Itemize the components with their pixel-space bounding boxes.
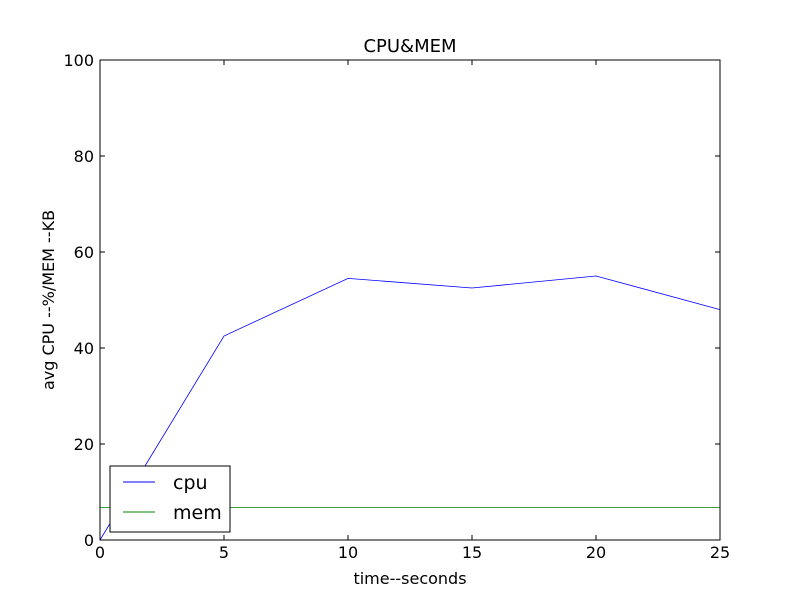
y-tick-label: 0	[84, 531, 94, 550]
legend-label-mem: mem	[173, 502, 222, 524]
x-tick-label: 20	[586, 543, 606, 562]
plot-frame	[99, 59, 721, 541]
y-axis-label: avg CPU --%/MEM --KB	[39, 210, 58, 390]
x-tick-label: 10	[338, 543, 358, 562]
legend-label-cpu: cpu	[173, 472, 208, 494]
axis-ticks: 0 5 10 15 20 25 0 20 40 60 80 100	[63, 51, 730, 562]
y-tick-label: 20	[74, 435, 94, 454]
x-tick-label: 25	[710, 543, 730, 562]
x-axis-label: time--seconds	[353, 569, 466, 588]
chart-title: CPU&MEM	[363, 36, 456, 57]
series-line-cpu	[99, 275, 721, 541]
y-tick-label: 100	[63, 51, 94, 70]
y-tick-label: 60	[74, 243, 94, 262]
x-tick-label: 0	[95, 543, 105, 562]
x-tick-label: 15	[462, 543, 482, 562]
x-tick-label: 5	[219, 543, 229, 562]
y-tick-label: 80	[74, 147, 94, 166]
y-tick-label: 40	[74, 339, 94, 358]
legend-box	[109, 465, 231, 533]
legend: cpu mem	[109, 465, 231, 533]
